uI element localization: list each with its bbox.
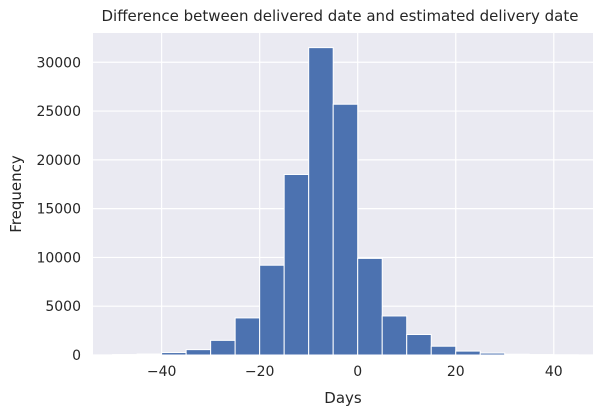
histogram-bar [430,345,457,356]
histogram-bar [283,173,310,356]
histogram-bar [357,257,383,356]
histogram-bar [136,353,163,356]
y-tick-label: 30000 [36,55,81,71]
histogram-bar [332,103,359,356]
x-tick-label: 0 [353,364,362,380]
y-tick-label: 10000 [36,250,81,266]
y-tick-label: 15000 [36,202,81,218]
y-tick-label: 5000 [45,299,81,315]
y-tick-label: 20000 [36,153,81,169]
histogram-bar [161,352,187,356]
x-tick-label: −40 [147,364,177,380]
histogram-bar [504,353,530,356]
x-tick-label: 40 [545,364,563,380]
histogram-bar [479,352,506,356]
x-axis-label: Days [324,389,362,407]
histogram-bar [259,264,285,356]
x-tick-label: 20 [447,364,465,380]
histogram-bar [185,349,212,356]
histogram-bar [308,47,334,356]
histogram-bar [210,339,236,356]
y-tick-label: 0 [72,348,81,364]
histogram-bars [112,47,579,356]
y-axis-ticks: 0 5000 10000 15000 20000 25000 30000 [36,55,81,364]
y-axis-label: Frequency [7,155,25,233]
chart-title: Difference between delivered date and es… [102,7,579,25]
histogram-bar [381,315,408,356]
histogram-bar [406,334,432,356]
x-axis-ticks: −40 −20 0 20 40 [147,364,563,380]
histogram-bar [234,317,261,356]
x-tick-label: −20 [245,364,275,380]
histogram-bar [455,350,481,356]
y-tick-label: 25000 [36,104,81,120]
